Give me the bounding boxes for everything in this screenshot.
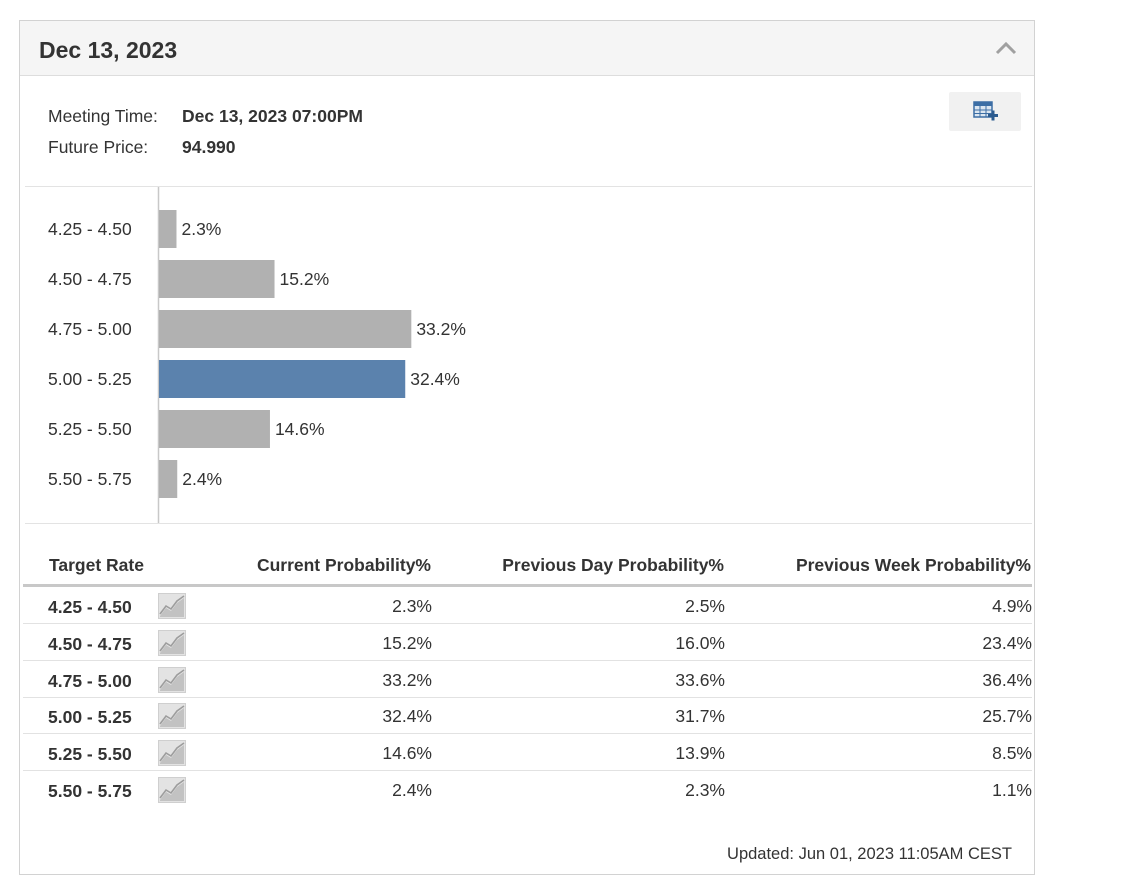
- current-probability-cell: 15.2%: [382, 632, 432, 653]
- category-label: 4.50 - 4.75: [48, 269, 132, 289]
- meeting-time-label: Meeting Time:: [48, 106, 158, 126]
- previous-week-probability-cell: 23.4%: [982, 632, 1032, 653]
- bar[interactable]: [159, 260, 275, 298]
- previous-day-probability-cell: 2.5%: [685, 596, 725, 616]
- line-chart-icon[interactable]: [158, 629, 186, 656]
- table-row: 5.25 - 5.50 14.6% 13.9% 8.5%: [23, 734, 1032, 772]
- bar-value-label: 15.2%: [280, 269, 330, 289]
- panel-header: Dec 13, 2023: [20, 21, 1034, 76]
- line-chart-icon[interactable]: [158, 740, 186, 767]
- target-rate-cell: 5.50 - 5.75: [48, 781, 132, 801]
- row-divider: [23, 623, 1032, 624]
- previous-day-probability-cell: 31.7%: [675, 706, 725, 727]
- row-divider: [23, 770, 1032, 772]
- previous-day-probability-cell: 16.0%: [675, 632, 725, 653]
- divider: [25, 186, 1032, 187]
- table-add-icon: [973, 101, 998, 121]
- line-chart-icon[interactable]: [158, 777, 186, 803]
- previous-day-probability-cell: 13.9%: [675, 743, 725, 764]
- bar[interactable]: [159, 460, 178, 498]
- panel-title: Dec 13, 2023: [39, 37, 178, 63]
- probability-bar-chart: 4.25 - 4.50 2.3% 4.50 - 4.75 15.2% 4.75 - 5.…: [48, 187, 466, 524]
- target-rate-cell: 4.25 - 4.50: [48, 597, 132, 617]
- divider: [25, 523, 1032, 524]
- bar-value-label: 2.3%: [181, 219, 221, 239]
- previous-week-probability-cell: 4.9%: [992, 596, 1032, 616]
- table-row: 5.00 - 5.25 32.4% 31.7% 25.7%: [23, 697, 1032, 735]
- current-probability-cell: 14.6%: [382, 743, 432, 764]
- previous-day-probability-cell: 33.6%: [675, 669, 725, 690]
- bar[interactable]: [159, 410, 270, 448]
- category-label: 5.25 - 5.50: [48, 419, 132, 439]
- target-rate-cell: 5.00 - 5.25: [48, 707, 132, 728]
- meeting-probability-panel: Dec 13, 2023 Meeting Time: Dec 13, 2023 …: [19, 20, 1035, 875]
- header-target-rate: Target Rate: [49, 555, 144, 575]
- previous-week-probability-cell: 25.7%: [982, 706, 1032, 727]
- row-divider: [23, 733, 1032, 735]
- bar-value-label: 33.2%: [416, 319, 466, 339]
- bar-value-label: 32.4%: [410, 369, 460, 389]
- current-probability-cell: 32.4%: [382, 706, 432, 727]
- table-row: 4.50 - 4.75 15.2% 16.0% 23.4%: [23, 624, 1032, 661]
- category-label: 4.25 - 4.50: [48, 219, 132, 239]
- header-previous-day-probability: Previous Day Probability%: [502, 555, 724, 575]
- table-row: 5.50 - 5.75 2.4% 2.3% 1.1%: [23, 771, 1032, 808]
- category-label: 5.50 - 5.75: [48, 469, 132, 489]
- bar[interactable]: [159, 210, 177, 248]
- table-row: 4.75 - 5.00 33.2% 33.6% 36.4%: [23, 661, 1032, 698]
- line-chart-icon[interactable]: [158, 703, 186, 730]
- row-divider: [23, 696, 1032, 698]
- bar-value-label: 2.4%: [182, 469, 222, 489]
- current-probability-cell: 2.4%: [392, 780, 432, 800]
- current-probability-cell: 33.2%: [382, 669, 432, 690]
- future-price-value: 94.990: [182, 137, 236, 157]
- future-price-label: Future Price:: [48, 137, 149, 157]
- bar-highlighted[interactable]: [159, 360, 406, 398]
- meeting-time-value: Dec 13, 2023 07:00PM: [182, 106, 363, 126]
- target-rate-cell: 5.25 - 5.50: [48, 744, 132, 765]
- header-previous-week-probability: Previous Week Probability%: [795, 555, 1031, 575]
- bar[interactable]: [159, 310, 412, 348]
- target-rate-cell: 4.50 - 4.75: [48, 633, 132, 654]
- chevron-up-icon[interactable]: [994, 38, 1018, 58]
- export-table-button[interactable]: [949, 92, 1021, 131]
- target-rate-cell: 4.75 - 5.00: [48, 670, 132, 691]
- line-chart-icon[interactable]: [158, 666, 186, 693]
- current-probability-cell: 2.3%: [392, 596, 432, 616]
- previous-day-probability-cell: 2.3%: [685, 780, 725, 800]
- category-label: 4.75 - 5.00: [48, 319, 132, 339]
- updated-timestamp: Updated: Jun 01, 2023 11:05AM CEST: [727, 845, 1012, 863]
- table-header-rule: [23, 584, 1032, 587]
- previous-week-probability-cell: 8.5%: [992, 743, 1032, 764]
- line-chart-icon[interactable]: [158, 593, 186, 619]
- bar-value-label: 14.6%: [275, 419, 325, 439]
- category-label: 5.00 - 5.25: [48, 369, 132, 389]
- previous-week-probability-cell: 1.1%: [992, 780, 1032, 800]
- table-row: 4.25 - 4.50 2.3% 2.5% 4.9%: [23, 587, 1032, 624]
- previous-week-probability-cell: 36.4%: [982, 669, 1032, 690]
- row-divider: [23, 659, 1032, 661]
- header-current-probability: Current Probability%: [256, 555, 431, 575]
